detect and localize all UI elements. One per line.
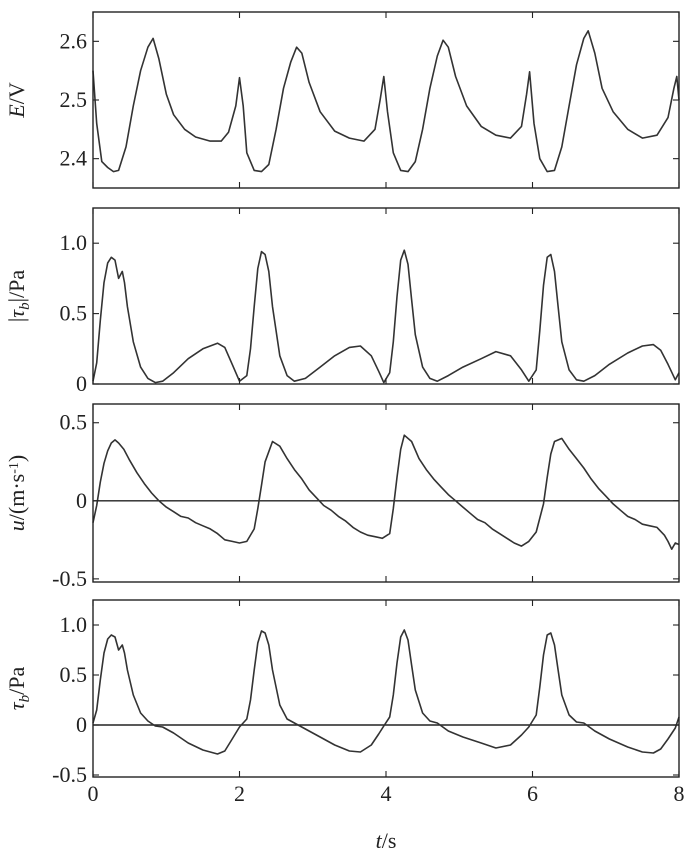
y-tick-label: 0.5: [60, 410, 88, 435]
y-tick-label: -0.5: [52, 762, 87, 787]
x-tick-label: 8: [674, 781, 685, 806]
y-tick-label: 0: [76, 371, 87, 396]
series-line-1: [92, 434, 680, 550]
y-tick-label: 0: [76, 488, 87, 513]
panel-1: 2.4 2.5 2.6 E/V: [4, 11, 680, 189]
series-line-1: [92, 249, 680, 384]
x-tick-label: 4: [381, 781, 392, 806]
y-axis-label: u/(m·s-1): [4, 455, 29, 531]
panel-2: 0 0.5 1.0 |τb|/Pa: [4, 207, 680, 396]
y-tick-label: 2.5: [60, 87, 88, 112]
y-tick-label: 2.6: [60, 28, 88, 53]
series-line-1: [92, 30, 680, 173]
y-tick-label: -0.5: [52, 566, 87, 591]
y-axis-label: τb/Pa: [4, 667, 33, 711]
panel-3: -0.5 0 0.5 u/(m·s-1): [4, 403, 680, 591]
series-line-1: [92, 629, 680, 755]
y-axis-label: E/V: [4, 82, 29, 119]
y-tick-label: 0.5: [60, 301, 88, 326]
x-axis-label: t/s: [376, 828, 397, 853]
y-tick-label: 2.4: [60, 146, 88, 171]
panel-4: -0.500.51.00 2 4 6 8t/sτb/Pa: [4, 599, 685, 853]
x-tick-label: 2: [234, 781, 245, 806]
axes-frame: [92, 403, 680, 583]
axes-frame: [92, 599, 680, 778]
x-tick-label: 0: [88, 781, 99, 806]
y-tick-label: 1.0: [60, 612, 88, 637]
axes-frame: [92, 207, 680, 385]
y-tick-label: 0: [76, 712, 87, 737]
y-tick-label: 0.5: [60, 662, 88, 687]
y-tick-label: 1.0: [60, 230, 88, 255]
x-tick-label: 6: [527, 781, 538, 806]
y-axis-label: |τb|/Pa: [4, 270, 33, 323]
